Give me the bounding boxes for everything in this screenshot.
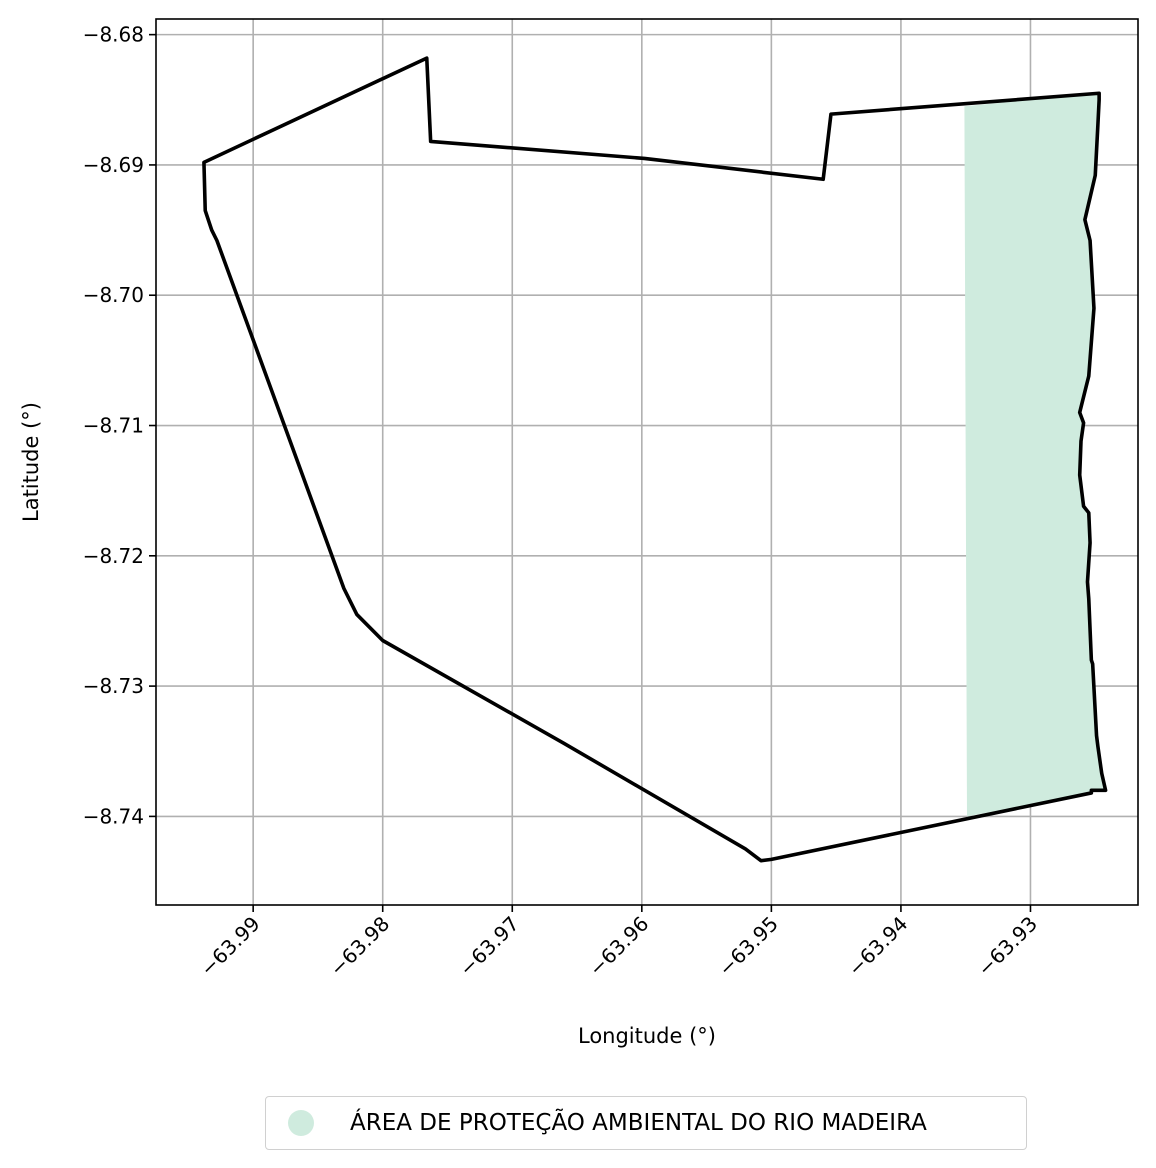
y-axis-label: Latitude (°): [19, 402, 43, 522]
y-tick-label: −8.69: [83, 153, 144, 177]
legend-marker-icon: [288, 1110, 314, 1136]
boundary-outline: [202, 56, 1108, 863]
y-tick-label: −8.71: [83, 414, 144, 438]
y-tick-label: −8.72: [83, 544, 144, 568]
x-tick-label: −63.95: [714, 912, 783, 981]
x-tick-label: −63.97: [454, 912, 523, 981]
x-tick-label: −63.94: [843, 912, 912, 981]
y-tick-label: −8.68: [83, 23, 144, 47]
legend-label: ÁREA DE PROTEÇÃO AMBIENTAL DO RIO MADEIR…: [350, 1110, 927, 1136]
protected-areas: [964, 93, 1106, 817]
y-tick-label: −8.74: [83, 804, 144, 828]
protected-area-polygon: [964, 93, 1106, 817]
boundary-layer: [202, 56, 1108, 863]
y-axis-ticks: −8.68 −8.69 −8.70 −8.71 −8.72 −8.73 −8.74: [83, 23, 156, 828]
x-tick-label: −63.98: [325, 912, 394, 981]
x-axis-label: Longitude (°): [578, 1024, 716, 1048]
legend: ÁREA DE PROTEÇÃO AMBIENTAL DO RIO MADEIR…: [265, 1096, 1027, 1150]
x-tick-label: −63.96: [584, 912, 653, 981]
y-tick-label: −8.70: [83, 283, 144, 307]
x-tick-label: −63.99: [195, 912, 264, 981]
x-tick-label: −63.93: [973, 912, 1042, 981]
y-tick-label: −8.73: [83, 674, 144, 698]
x-axis-ticks: −63.99 −63.98 −63.97 −63.96 −63.95 −63.94 −63.…: [195, 905, 1042, 981]
plot-frame: [155, 18, 1139, 906]
